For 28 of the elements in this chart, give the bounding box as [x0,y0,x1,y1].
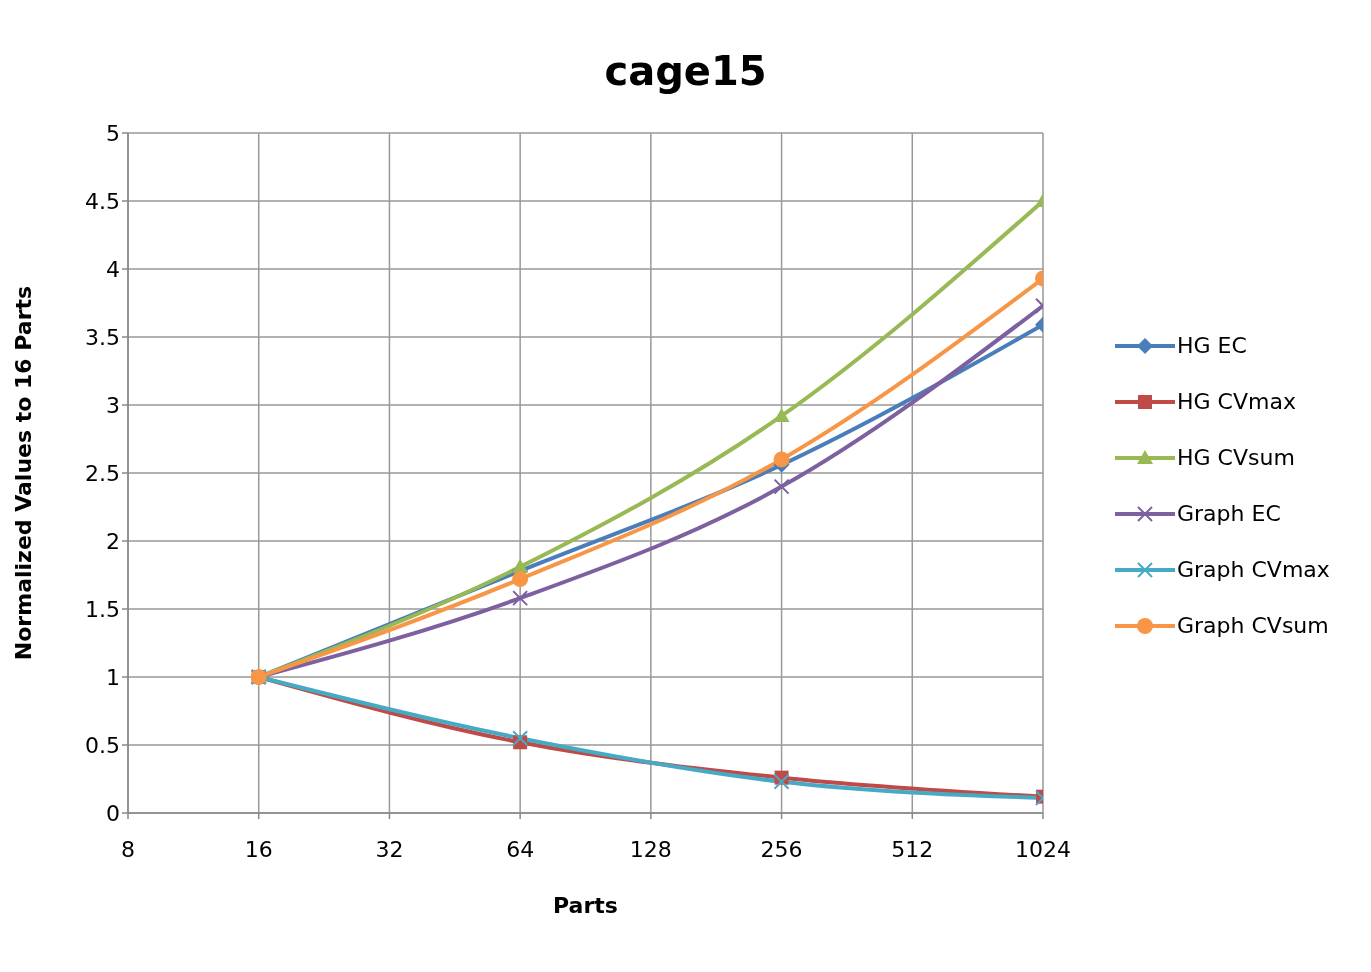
legend-label: Graph CVmax [1177,557,1330,582]
x-tick-label: 256 [760,836,803,862]
x-tick-label: 1024 [1015,836,1071,862]
legend-label: Graph CVsum [1177,613,1329,638]
y-tick-label: 2 [106,528,120,554]
x-axis-title: Parts [553,893,618,918]
legend-label: Graph EC [1177,501,1281,526]
y-tick-label: 4.5 [85,188,120,214]
y-tick-label: 3.5 [85,324,120,350]
x-tick-label: 64 [506,836,535,862]
y-tick-label: 5 [106,120,120,146]
x-tick-label: 8 [121,836,135,862]
x-tick-label: 32 [375,836,404,862]
y-tick-label: 1 [106,664,120,690]
y-tick-label: 0.5 [85,732,120,758]
y-tick-label: 2.5 [85,460,120,486]
y-tick-label: 4 [106,256,120,282]
x-tick-label: 128 [629,836,672,862]
legend-label: HG CVsum [1177,445,1295,470]
x-tick-label: 512 [891,836,934,862]
y-tick-label: 1.5 [85,596,120,622]
legend-label: HG EC [1177,333,1247,358]
legend-label: HG CVmax [1177,389,1296,414]
y-axis-title: Normalized Values to 16 Parts [10,285,36,661]
y-tick-label: 3 [106,392,120,418]
x-tick-label: 16 [244,836,273,862]
chart-title: cage15 [603,48,768,94]
y-tick-label: 0 [106,800,120,826]
